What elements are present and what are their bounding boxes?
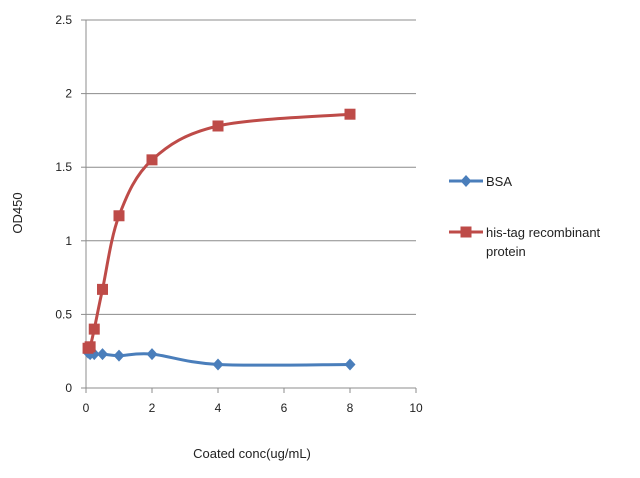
data-point [97, 348, 108, 361]
x-tick-label: 10 [409, 401, 423, 415]
legend-entry: BSA [449, 174, 512, 189]
x-tick-label: 0 [83, 401, 90, 415]
data-point [344, 358, 356, 371]
data-point [113, 349, 125, 362]
data-point [146, 154, 158, 166]
legend-entry: his-tag recombinant protein [449, 225, 601, 259]
data-point [212, 120, 224, 132]
x-tick-label: 2 [149, 401, 156, 415]
series-bsa [82, 346, 356, 371]
legend-label: BSA [486, 174, 512, 189]
x-tick-label: 8 [347, 401, 354, 415]
y-tick-label: 1.5 [55, 160, 72, 174]
legend-swatch-marker [460, 175, 472, 187]
data-point [344, 108, 356, 120]
y-tick-label: 2 [65, 87, 72, 101]
y-tick-label: 0.5 [55, 307, 72, 321]
legend-swatch-marker [460, 226, 472, 238]
data-point [88, 323, 100, 335]
legend-label: his-tag recombinant protein [486, 225, 601, 259]
axes: 0 0.5 1 1.5 2 2.5 0 2 4 6 8 10 [55, 13, 423, 415]
y-axis-title: OD450 [10, 192, 25, 233]
data-point [113, 210, 125, 222]
legend-label-line: BSA [486, 174, 512, 189]
y-tick-label: 2.5 [55, 13, 72, 27]
data-point [146, 348, 158, 361]
data-point [97, 283, 108, 295]
y-tick-label: 1 [65, 234, 72, 248]
x-axis-title: Coated conc(ug/mL) [193, 446, 311, 461]
legend-label-line: his-tag recombinant [486, 225, 601, 240]
data-point [212, 358, 224, 371]
x-tick-label: 6 [281, 401, 288, 415]
legend: BSA his-tag recombinant protein [449, 174, 601, 259]
series-line [87, 112, 351, 351]
legend-label-line: protein [486, 244, 526, 259]
x-tick-label: 4 [215, 401, 222, 415]
data-point [84, 341, 96, 353]
series [82, 108, 356, 371]
gridlines [86, 19, 416, 315]
y-tick-label: 0 [65, 381, 72, 395]
series-his-tag [82, 108, 356, 354]
